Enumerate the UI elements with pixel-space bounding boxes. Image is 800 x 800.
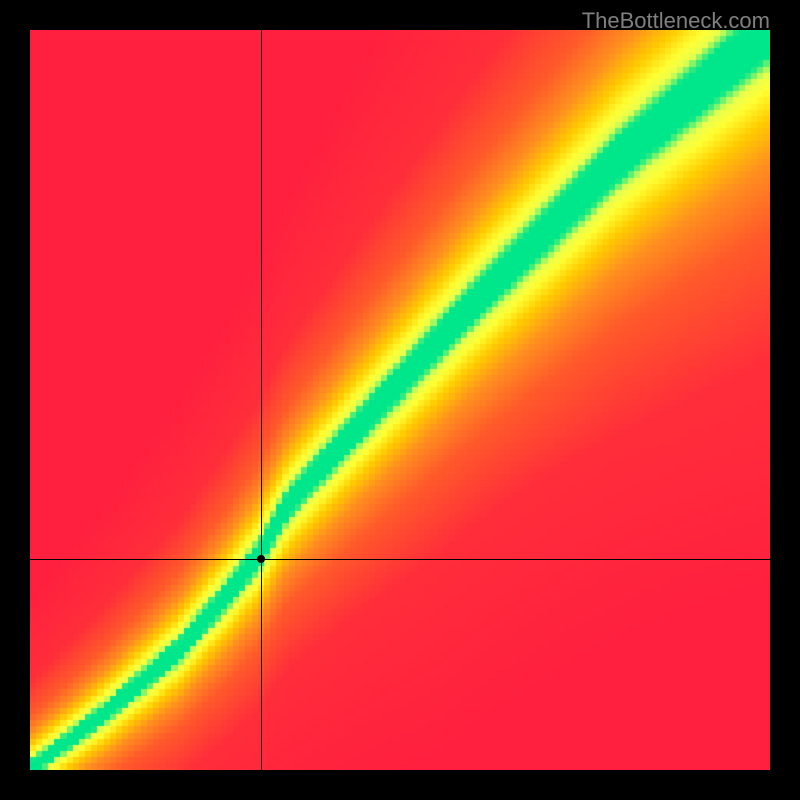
plot-area [30,30,770,770]
crosshair-horizontal [30,559,770,560]
heatmap-canvas [30,30,770,770]
chart-container: TheBottleneck.com [0,0,800,800]
crosshair-vertical [261,30,262,770]
marker-dot [257,555,265,563]
watermark-text: TheBottleneck.com [582,8,770,34]
